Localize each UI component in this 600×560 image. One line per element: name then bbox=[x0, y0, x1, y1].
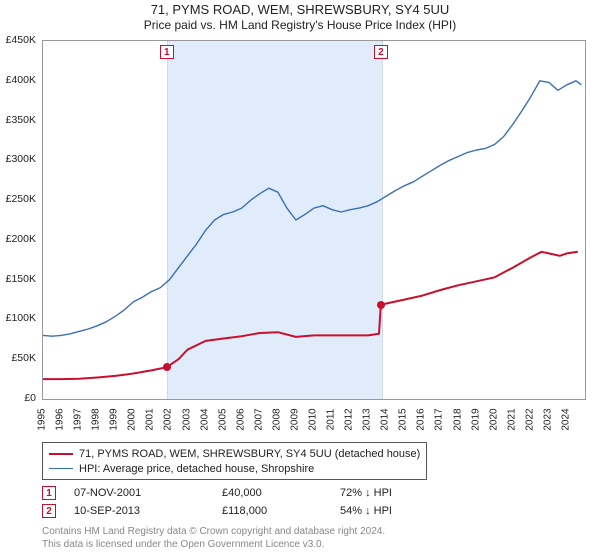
y-tick-label: £450K bbox=[6, 34, 36, 46]
transaction-delta: 72% ↓ HPI bbox=[340, 487, 460, 499]
legend-label: HPI: Average price, detached house, Shro… bbox=[79, 463, 314, 475]
x-tick-label: 2009 bbox=[289, 408, 300, 430]
titles: 71, PYMS ROAD, WEM, SHREWSBURY, SY4 5UU … bbox=[0, 0, 600, 32]
transaction-dot bbox=[163, 363, 171, 371]
x-axis: 1995199619971998199920002001200220032004… bbox=[42, 400, 586, 440]
x-tick-label: 2023 bbox=[542, 408, 553, 430]
title-address: 71, PYMS ROAD, WEM, SHREWSBURY, SY4 5UU bbox=[0, 2, 600, 17]
y-tick-label: £300K bbox=[6, 153, 36, 165]
chart-svg bbox=[43, 41, 585, 399]
y-tick-label: £150K bbox=[6, 273, 36, 285]
event-marker-1: 1 bbox=[160, 45, 174, 59]
transaction-marker: 2 bbox=[42, 504, 56, 518]
series-price_paid bbox=[43, 252, 578, 379]
transaction-delta: 54% ↓ HPI bbox=[340, 505, 460, 517]
x-tick-label: 2021 bbox=[506, 408, 517, 430]
legend-swatch bbox=[49, 468, 73, 469]
x-tick-label: 2004 bbox=[199, 408, 210, 430]
x-tick-label: 2006 bbox=[235, 408, 246, 430]
y-tick-label: £400K bbox=[6, 74, 36, 86]
transaction-date: 10-SEP-2013 bbox=[74, 505, 204, 517]
footer-attribution: Contains HM Land Registry data © Crown c… bbox=[42, 526, 385, 551]
x-tick-label: 2016 bbox=[416, 408, 427, 430]
y-tick-label: £100K bbox=[6, 312, 36, 324]
y-axis: £0£50K£100K£150K£200K£250K£300K£350K£400… bbox=[0, 40, 40, 400]
x-tick-label: 1996 bbox=[55, 408, 66, 430]
transaction-date: 07-NOV-2001 bbox=[74, 487, 204, 499]
x-tick-label: 1995 bbox=[37, 408, 48, 430]
x-tick-label: 1997 bbox=[73, 408, 84, 430]
x-tick-label: 2007 bbox=[253, 408, 264, 430]
transactions-table: 1 07-NOV-2001 £40,000 72% ↓ HPI 2 10-SEP-2013… bbox=[42, 484, 460, 520]
y-tick-label: £250K bbox=[6, 193, 36, 205]
plot-area: 12 bbox=[42, 40, 586, 400]
y-tick-label: £0 bbox=[24, 392, 36, 404]
x-tick-label: 2002 bbox=[163, 408, 174, 430]
x-tick-label: 1998 bbox=[91, 408, 102, 430]
legend-row: HPI: Average price, detached house, Shro… bbox=[49, 461, 420, 476]
title-subtitle: Price paid vs. HM Land Registry's House … bbox=[0, 18, 600, 32]
transaction-price: £118,000 bbox=[222, 505, 322, 517]
chart-container: 71, PYMS ROAD, WEM, SHREWSBURY, SY4 5UU … bbox=[0, 0, 600, 560]
x-tick-label: 2008 bbox=[271, 408, 282, 430]
event-marker-2: 2 bbox=[374, 45, 388, 59]
transaction-row: 1 07-NOV-2001 £40,000 72% ↓ HPI bbox=[42, 484, 460, 502]
y-tick-label: £350K bbox=[6, 114, 36, 126]
x-tick-label: 2000 bbox=[127, 408, 138, 430]
x-tick-label: 2014 bbox=[380, 408, 391, 430]
transaction-dot bbox=[377, 301, 385, 309]
x-tick-label: 2005 bbox=[217, 408, 228, 430]
y-tick-label: £50K bbox=[11, 352, 36, 364]
x-tick-label: 2015 bbox=[398, 408, 409, 430]
transaction-price: £40,000 bbox=[222, 487, 322, 499]
footer-line-1: Contains HM Land Registry data © Crown c… bbox=[42, 526, 385, 539]
footer-line-2: This data is licensed under the Open Gov… bbox=[42, 539, 385, 552]
legend-swatch bbox=[49, 453, 73, 455]
x-tick-label: 2019 bbox=[470, 408, 481, 430]
x-tick-label: 2020 bbox=[488, 408, 499, 430]
legend-label: 71, PYMS ROAD, WEM, SHREWSBURY, SY4 5UU … bbox=[79, 448, 420, 460]
x-tick-label: 2017 bbox=[434, 408, 445, 430]
x-tick-label: 2010 bbox=[308, 408, 319, 430]
legend-box: 71, PYMS ROAD, WEM, SHREWSBURY, SY4 5UU … bbox=[42, 442, 427, 480]
transaction-row: 2 10-SEP-2013 £118,000 54% ↓ HPI bbox=[42, 502, 460, 520]
transaction-marker: 1 bbox=[42, 486, 56, 500]
series-hpi bbox=[43, 81, 581, 336]
x-tick-label: 2013 bbox=[362, 408, 373, 430]
x-tick-label: 2018 bbox=[452, 408, 463, 430]
x-tick-label: 2012 bbox=[344, 408, 355, 430]
x-tick-label: 2024 bbox=[560, 408, 571, 430]
x-tick-label: 2001 bbox=[145, 408, 156, 430]
x-tick-label: 2011 bbox=[326, 409, 337, 431]
x-tick-label: 2003 bbox=[181, 408, 192, 430]
x-tick-label: 1999 bbox=[109, 408, 120, 430]
x-tick-label: 2022 bbox=[524, 408, 535, 430]
legend-row: 71, PYMS ROAD, WEM, SHREWSBURY, SY4 5UU … bbox=[49, 446, 420, 461]
y-tick-label: £200K bbox=[6, 233, 36, 245]
